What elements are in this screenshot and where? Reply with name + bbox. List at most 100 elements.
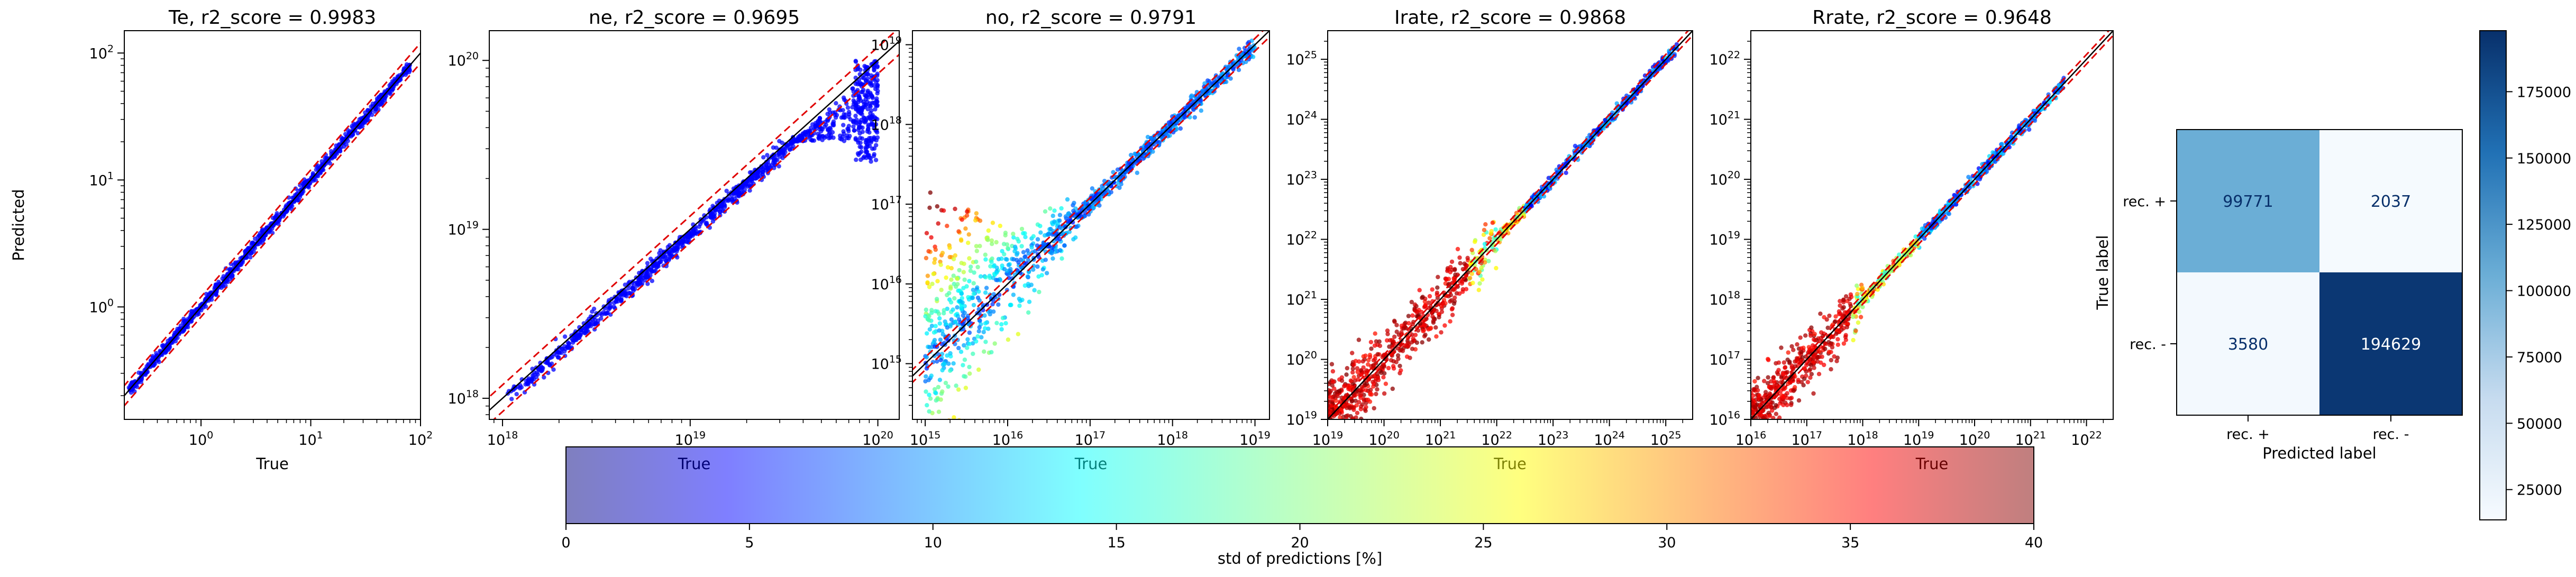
data-point [971, 303, 976, 308]
data-point [374, 96, 380, 101]
data-point [983, 340, 988, 344]
data-point [1410, 346, 1415, 351]
data-point [1390, 386, 1395, 391]
data-point [983, 290, 988, 295]
data-point [608, 304, 613, 309]
data-point [998, 223, 1003, 228]
data-point [1025, 274, 1030, 279]
data-point [1451, 301, 1457, 306]
data-point [1332, 386, 1337, 391]
data-point [982, 349, 986, 354]
data-point [1402, 343, 1407, 348]
data-point [1031, 267, 1036, 272]
data-point [871, 153, 876, 159]
data-point [1771, 416, 1776, 419]
data-point [974, 249, 980, 253]
data-point [1374, 391, 1378, 397]
data-point [1825, 325, 1830, 330]
data-point [340, 136, 345, 141]
data-point [945, 224, 949, 228]
data-point [1008, 303, 1013, 307]
data-point [971, 288, 976, 292]
data-point [1052, 219, 1057, 224]
data-point [1355, 369, 1360, 374]
data-point [1374, 339, 1378, 344]
data-point [1434, 334, 1439, 339]
data-point [780, 140, 784, 145]
data-point [787, 142, 791, 147]
identity-line [489, 40, 899, 411]
data-point [1448, 319, 1453, 324]
data-point [644, 270, 650, 275]
data-point [932, 353, 937, 358]
data-point [1409, 299, 1414, 305]
data-point [1062, 243, 1067, 248]
data-point [946, 361, 951, 366]
data-point [605, 310, 610, 316]
data-point [1328, 399, 1332, 404]
data-point [961, 286, 966, 290]
data-point [854, 157, 858, 162]
data-point [930, 281, 935, 286]
data-point [1435, 285, 1440, 290]
data-point [965, 316, 970, 320]
data-point [853, 136, 858, 141]
data-point [951, 307, 955, 312]
x-tick-label: 1025 [1650, 429, 1682, 448]
y-tick-label: 1025 [1286, 49, 1317, 68]
data-point [984, 286, 989, 290]
data-point [1833, 314, 1838, 319]
data-point [1356, 434, 1360, 438]
data-point [1450, 268, 1455, 272]
data-point [183, 319, 188, 324]
data-point [994, 240, 999, 245]
scatter-points [1328, 31, 1693, 438]
data-point [1421, 328, 1426, 334]
data-point [1345, 413, 1350, 418]
data-point [923, 314, 928, 319]
data-point [1762, 379, 1767, 383]
data-point [1328, 391, 1330, 396]
data-point [858, 67, 863, 72]
x-tick-label: 1019 [675, 429, 706, 448]
data-point [1897, 252, 1902, 257]
data-point [841, 95, 846, 100]
data-point [863, 97, 868, 102]
data-point [1141, 156, 1146, 161]
data-point [802, 130, 808, 134]
scatter-points [124, 41, 421, 407]
data-point [929, 373, 934, 378]
data-point [851, 102, 856, 106]
data-point [856, 140, 861, 145]
data-point [1450, 313, 1455, 317]
data-point [1412, 302, 1418, 307]
axes-frame [912, 30, 1270, 420]
data-point [589, 319, 593, 324]
data-point [1031, 257, 1036, 262]
data-point [938, 337, 943, 342]
data-point [959, 238, 964, 243]
y-axis-label: Predicted [10, 189, 28, 261]
data-point [514, 392, 519, 397]
data-point [955, 305, 960, 310]
data-point [332, 154, 337, 159]
data-point [827, 107, 832, 112]
data-point [189, 309, 194, 314]
data-point [936, 221, 940, 226]
data-point [983, 257, 988, 262]
data-point [626, 286, 631, 291]
data-point [870, 146, 875, 151]
data-point [583, 329, 588, 334]
data-point [989, 260, 994, 264]
data-point [209, 297, 214, 302]
data-point [817, 117, 822, 122]
data-point [869, 108, 874, 113]
data-point [1383, 381, 1389, 386]
data-point [856, 100, 861, 105]
data-point [868, 115, 873, 121]
data-point [227, 268, 232, 272]
data-point [976, 329, 981, 334]
data-point [1404, 354, 1410, 359]
data-point [945, 265, 951, 270]
